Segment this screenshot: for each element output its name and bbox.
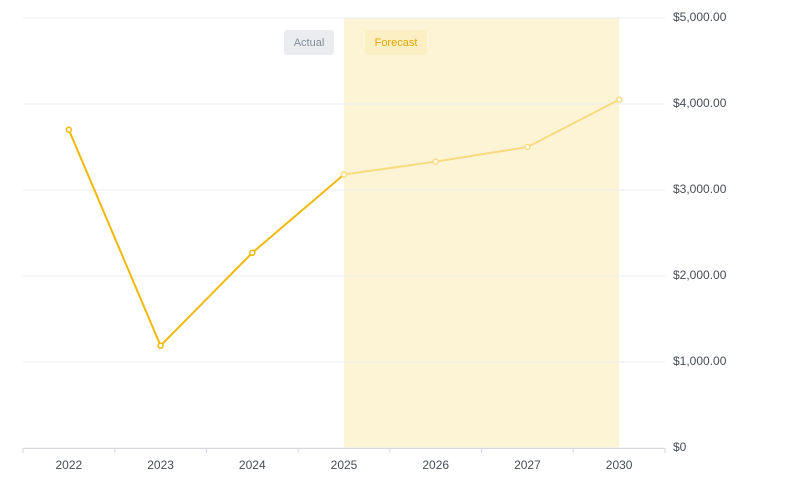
point — [340, 171, 348, 178]
y-tick-label: $0 — [673, 440, 687, 454]
x-tick-label: 2023 — [147, 458, 174, 472]
series-line — [343, 98, 620, 176]
series-line — [67, 129, 345, 348]
point — [65, 126, 73, 134]
x-tick-label: 2027 — [514, 458, 541, 472]
legend-label[interactable]: Forecast — [375, 37, 418, 49]
x-tick-label: 2025 — [331, 458, 358, 472]
x-tick-label: 2030 — [606, 458, 633, 472]
point — [524, 143, 531, 151]
legend-label[interactable]: Actual — [294, 37, 325, 49]
y-tick-label: $2,000.00 — [673, 268, 727, 282]
y-tick-label: $5,000.00 — [673, 10, 727, 24]
point — [157, 342, 164, 349]
forecast-region — [344, 18, 620, 448]
x-tick-label: 2022 — [56, 458, 83, 472]
y-tick-label: $3,000.00 — [673, 182, 727, 196]
x-tick-label: 2026 — [422, 458, 449, 472]
y-tick-label: $1,000.00 — [673, 354, 727, 368]
point — [432, 158, 439, 165]
legend-tag[interactable] — [365, 30, 427, 55]
y-tick-label: $4,000.00 — [673, 96, 727, 110]
legend-tag[interactable] — [284, 30, 334, 55]
x-tick-label: 2024 — [239, 458, 266, 472]
point — [249, 249, 256, 257]
point — [615, 96, 623, 103]
